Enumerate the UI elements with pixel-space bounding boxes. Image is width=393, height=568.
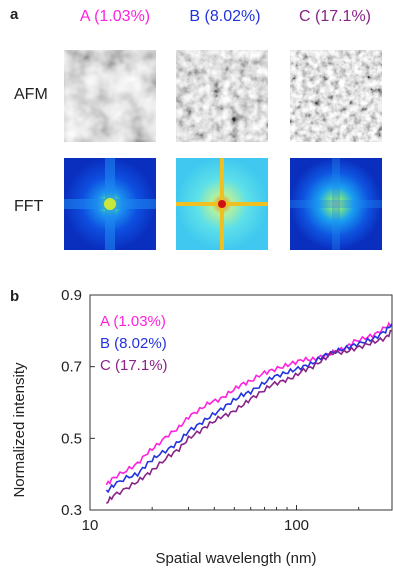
x-axis: 10 100 [82, 505, 360, 534]
sample-label-a: A (1.03%) [79, 8, 151, 25]
afm-image-c [290, 50, 382, 142]
series-line-3 [105, 329, 393, 505]
line-chart: 0.3 0.5 0.7 0.9 10 100 A (1.03%) B (8.02%) C (… [11, 287, 393, 567]
series-line-2 [105, 323, 393, 494]
y-tick-label: 0.7 [61, 359, 82, 376]
y-tick-label: 0.3 [61, 502, 82, 519]
legend: A (1.03%) B (8.02%) C (17.1%) [100, 313, 168, 374]
sample-label-c: C (17.1%) [298, 8, 372, 25]
y-axis: 0.3 0.5 0.7 0.9 [61, 287, 95, 519]
plot-border [89, 294, 393, 511]
afm-image-b [176, 50, 268, 142]
panel-a-letter: a [10, 6, 19, 23]
y-tick-label: 0.9 [61, 287, 82, 304]
legend-entry-2: B (8.02%) [100, 335, 167, 352]
row-label-afm: AFM [14, 86, 48, 103]
x-tick-label: 100 [284, 517, 309, 534]
x-axis-title: Spatial wavelength (nm) [156, 550, 317, 567]
fft-image-c [290, 158, 382, 250]
fft-image-b [176, 158, 268, 250]
y-tick-label: 0.5 [61, 430, 82, 447]
afm-image-a [64, 50, 156, 142]
fft-image-a [64, 158, 156, 250]
plot-frame [89, 294, 393, 511]
legend-entry-1: A (1.03%) [100, 313, 166, 330]
series-line-1 [105, 321, 393, 486]
series-lines [105, 321, 393, 505]
row-label-fft: FFT [14, 198, 44, 215]
sample-label-b: B (8.02%) [189, 8, 261, 25]
panel-b-letter: b [10, 288, 20, 305]
legend-entry-3: C (17.1%) [100, 357, 168, 374]
x-tick-label: 10 [82, 517, 99, 534]
y-axis-title: Normalized intensity [11, 362, 28, 498]
